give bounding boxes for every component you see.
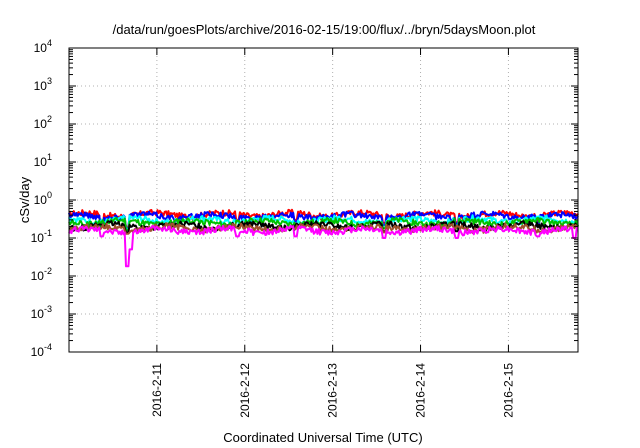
y-axis-title: cSv/day (17, 176, 32, 223)
y-tick-label: 102 (34, 114, 52, 131)
y-tick-label: 101 (34, 152, 52, 169)
series-layer (68, 208, 579, 268)
grid (69, 48, 578, 352)
y-tick-label: 104 (34, 38, 52, 55)
series-line (68, 214, 579, 231)
y-tick-label: 100 (34, 190, 52, 207)
y-tick-label: 103 (34, 76, 52, 93)
x-tick-label: 2016-2-12 (238, 363, 252, 418)
x-tick-label: 2016-2-15 (501, 363, 515, 418)
y-tick-label: 10-3 (31, 304, 52, 321)
series-line (68, 210, 579, 230)
x-axis: 2016-2-11 2016-2-12 2016-2-13 2016-2-14 2016… (150, 48, 515, 418)
y-tick-label: 10-2 (31, 266, 52, 283)
x-tick-label: 2016-2-13 (326, 363, 340, 418)
x-tick-label: 2016-2-11 (150, 363, 164, 417)
y-tick-label: 10-4 (31, 342, 52, 359)
x-tick-label: 2016-2-14 (414, 363, 428, 418)
x-axis-title: Coordinated Universal Time (UTC) (223, 430, 422, 445)
series-line (68, 224, 579, 268)
chart-title: /data/run/goesPlots/archive/2016-02-15/1… (113, 22, 536, 37)
y-tick-label: 10-1 (31, 228, 52, 245)
y-axis: 10-4 10-3 10-2 10-1 100 101 102 103 104 (31, 38, 578, 359)
